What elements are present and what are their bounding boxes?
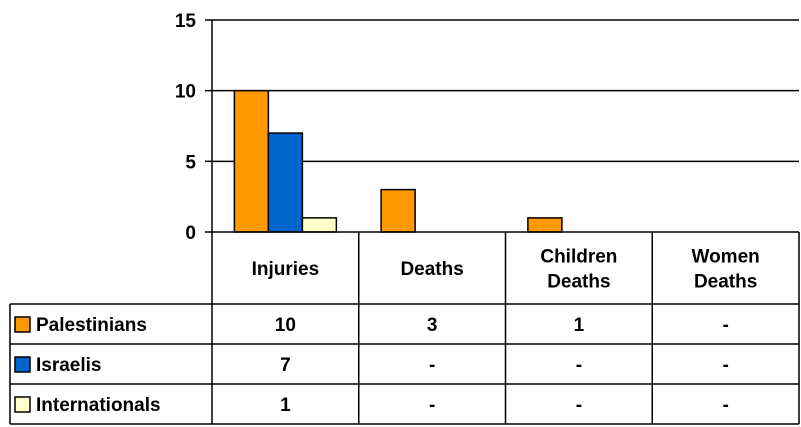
category-label: Children Deaths xyxy=(540,247,617,293)
category-label: Injuries xyxy=(252,259,320,280)
category-label-line: Deaths xyxy=(547,272,610,293)
table-cell-value: - xyxy=(722,315,728,336)
y-tick-label: 10 xyxy=(175,82,196,103)
legend-swatch-israelis xyxy=(14,356,31,373)
category-label: Women Deaths xyxy=(691,247,759,293)
data-table: Injuries Deaths Children Deaths Women Deaths P… xyxy=(9,232,800,425)
category-label-line: Injuries xyxy=(252,259,320,280)
y-tick-label: 0 xyxy=(185,223,196,244)
bar-palestinians-2 xyxy=(527,217,563,233)
y-tick-label: 15 xyxy=(175,11,197,32)
table-cell-value: 1 xyxy=(574,315,585,336)
table-cell-value: 3 xyxy=(427,315,438,336)
bar-internationals-0 xyxy=(301,217,338,233)
legend-label: Israelis xyxy=(36,355,102,376)
y-tick-label: 5 xyxy=(185,152,196,173)
bar-palestinians-0 xyxy=(233,89,270,233)
category-label-line: Deaths xyxy=(400,259,463,280)
bar-israelis-0 xyxy=(267,132,304,233)
table-cell-value: 10 xyxy=(275,315,296,336)
bars xyxy=(233,89,563,233)
category-label-line: Deaths xyxy=(694,272,757,293)
legend-swatch-internationals xyxy=(14,396,31,413)
category-label-line: Children xyxy=(540,247,617,268)
table-cell-value: - xyxy=(429,395,435,416)
category-label-line: Women xyxy=(691,247,759,268)
legend-label: Internationals xyxy=(36,395,161,416)
legend-swatch-palestinians xyxy=(14,316,31,333)
table-cell-value: - xyxy=(722,355,728,376)
bar-palestinians-1 xyxy=(380,188,416,233)
table-cell-value: - xyxy=(576,395,582,416)
gridlines xyxy=(212,19,799,163)
table-cell-value: 1 xyxy=(280,395,291,416)
table-cell-value: - xyxy=(429,355,435,376)
table-cell-value: - xyxy=(576,355,582,376)
legend-label: Palestinians xyxy=(36,315,147,336)
axes: 0 5 10 15 xyxy=(175,11,799,244)
table-cell-value: - xyxy=(722,395,728,416)
category-label: Deaths xyxy=(400,259,463,280)
table-cell-value: 7 xyxy=(280,355,291,376)
